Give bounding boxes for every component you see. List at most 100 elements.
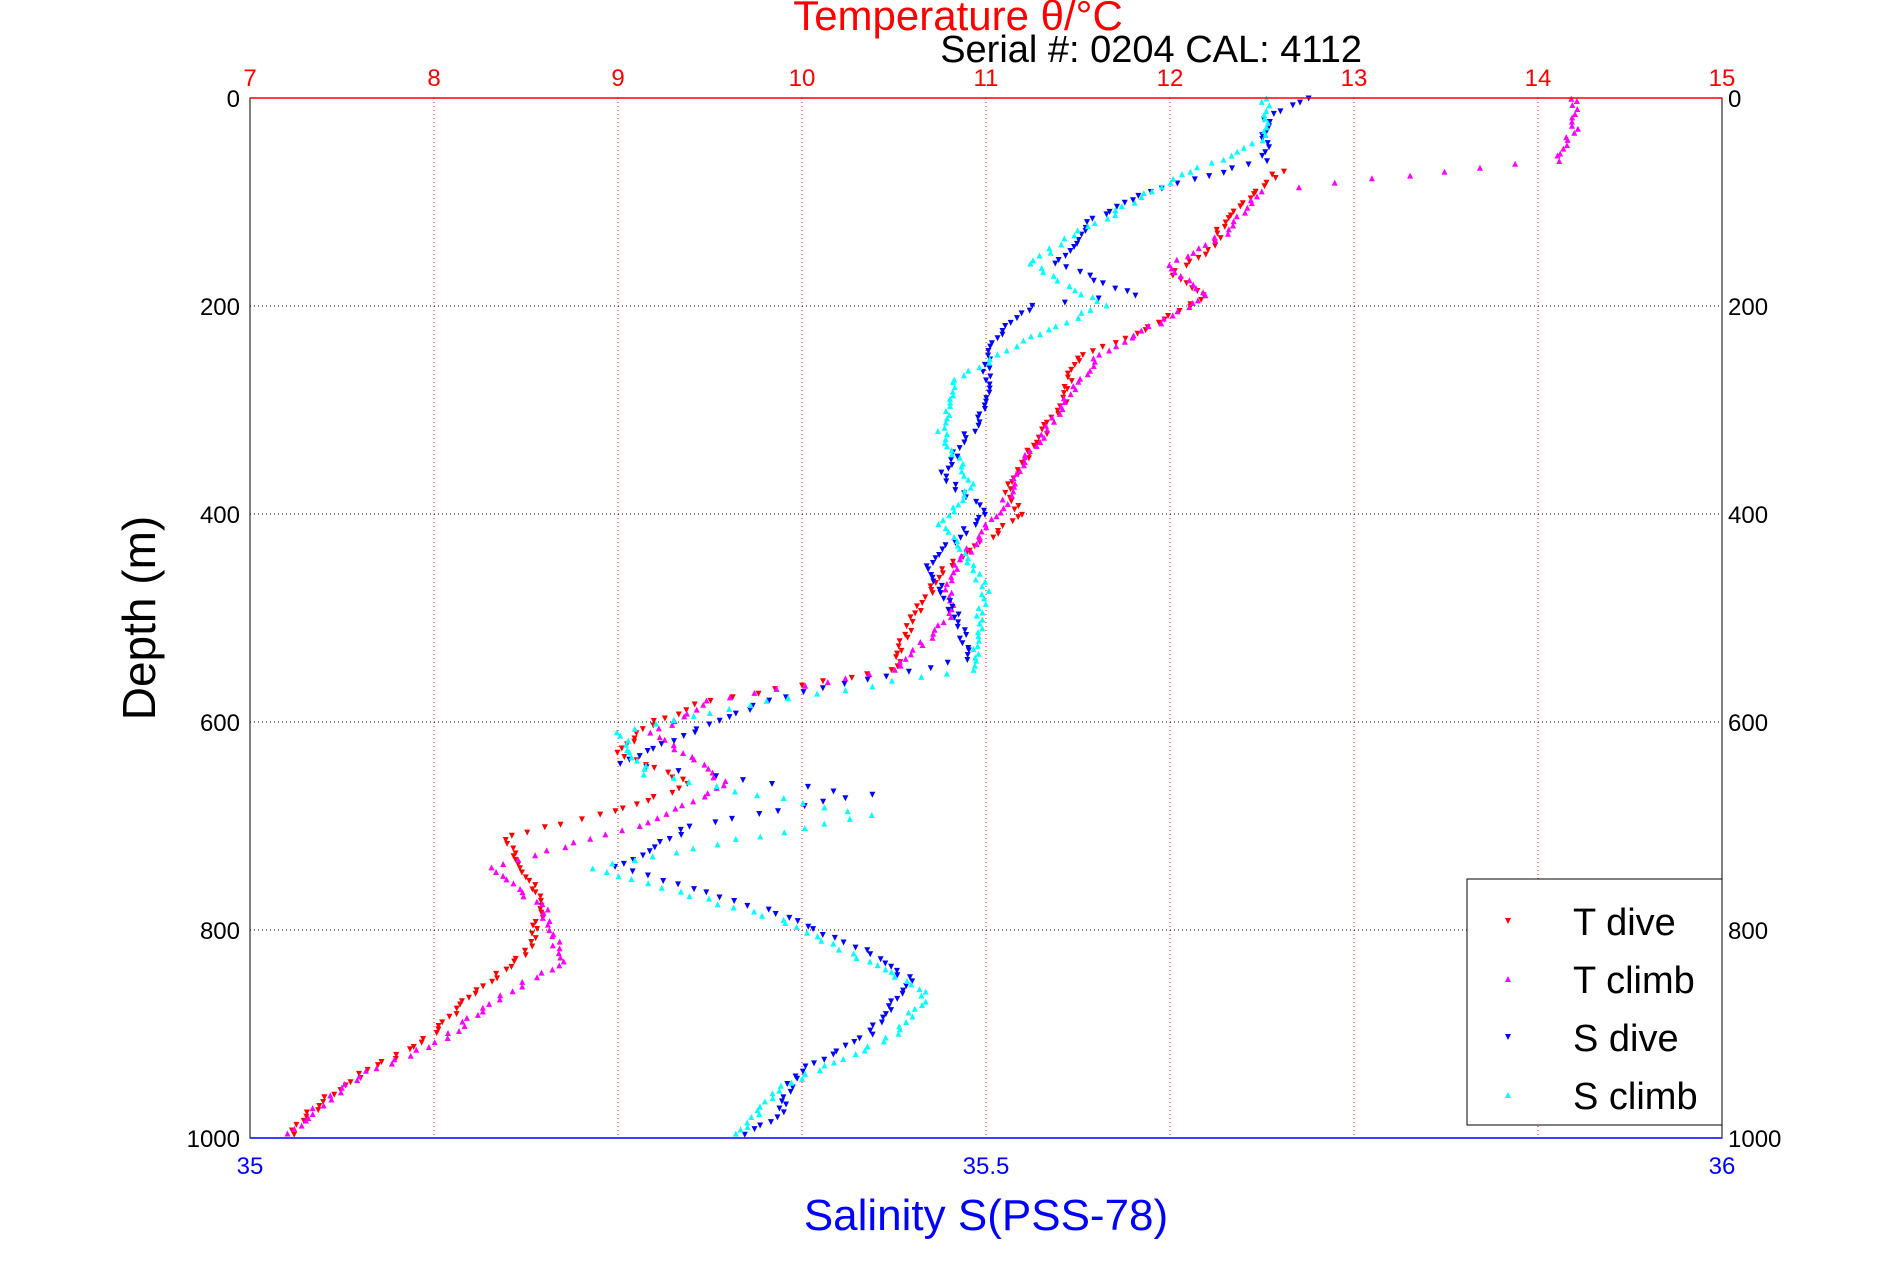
data-point <box>947 399 954 406</box>
data-point <box>1208 159 1215 166</box>
data-point <box>751 1126 758 1133</box>
data-point <box>880 1014 887 1021</box>
data-point <box>896 658 903 665</box>
top-tick-label: 12 <box>1157 65 1184 92</box>
data-point <box>1060 390 1067 397</box>
data-points <box>284 95 1581 1138</box>
data-point <box>976 533 983 540</box>
data-point <box>948 456 955 463</box>
data-point <box>976 419 983 426</box>
data-point <box>894 663 901 670</box>
data-point <box>986 389 993 396</box>
data-point <box>625 737 632 744</box>
data-point <box>1229 222 1236 229</box>
data-point <box>979 625 986 632</box>
data-point <box>937 590 944 597</box>
data-point <box>956 445 963 452</box>
data-point <box>954 453 961 460</box>
data-point <box>652 720 659 727</box>
data-point <box>1563 142 1570 149</box>
data-point <box>928 587 935 594</box>
data-point <box>291 1125 298 1132</box>
data-point <box>362 1067 369 1074</box>
data-point <box>888 667 895 674</box>
y-tick-label-right: 600 <box>1728 710 1768 737</box>
data-point <box>1195 245 1202 252</box>
data-point <box>615 873 622 880</box>
data-point <box>780 1109 787 1116</box>
data-point <box>532 919 539 926</box>
data-point <box>663 810 670 817</box>
data-point <box>1184 253 1191 260</box>
data-point <box>528 939 535 946</box>
data-point <box>639 726 646 733</box>
data-point <box>919 1001 926 1008</box>
data-point <box>769 1095 776 1102</box>
data-point <box>1165 313 1172 320</box>
data-point <box>1089 215 1096 222</box>
data-point <box>726 705 733 712</box>
data-point <box>645 797 652 804</box>
data-point <box>1569 101 1576 108</box>
legend-marker <box>1505 1034 1511 1040</box>
y-tick-label-left: 400 <box>200 502 240 529</box>
data-point <box>985 587 992 594</box>
data-point <box>1113 343 1120 350</box>
data-point <box>1084 223 1091 230</box>
data-point <box>1051 418 1058 425</box>
data-point <box>1009 518 1016 525</box>
data-point <box>1202 292 1209 299</box>
data-point <box>943 473 950 480</box>
data-point <box>942 419 949 426</box>
data-point <box>974 518 981 525</box>
data-point <box>298 1122 305 1129</box>
data-point <box>1112 207 1119 214</box>
data-point <box>556 962 563 969</box>
data-point <box>1441 168 1448 175</box>
data-point <box>673 849 680 856</box>
data-point <box>713 783 720 790</box>
data-point <box>665 769 672 776</box>
data-point <box>1266 119 1273 126</box>
data-point <box>549 933 556 940</box>
data-point <box>557 821 564 828</box>
data-point <box>965 476 972 483</box>
data-point <box>650 794 657 801</box>
data-point <box>1047 249 1054 256</box>
data-point <box>1554 152 1561 159</box>
data-point <box>981 361 988 368</box>
data-point <box>1050 272 1057 279</box>
data-point <box>347 1079 354 1086</box>
data-point <box>929 574 936 581</box>
data-point <box>821 1056 828 1063</box>
data-point <box>948 461 955 468</box>
data-point <box>944 443 951 450</box>
data-point <box>703 697 710 704</box>
data-point <box>1205 246 1212 253</box>
data-point <box>939 570 946 577</box>
data-point <box>967 484 974 491</box>
data-point <box>666 836 673 843</box>
data-point <box>864 676 871 683</box>
data-point <box>894 972 901 979</box>
data-point <box>479 1008 486 1015</box>
data-point <box>981 595 988 602</box>
data-point <box>631 735 638 742</box>
data-point <box>1067 248 1074 255</box>
data-point <box>951 614 958 621</box>
data-point <box>1264 119 1271 126</box>
data-point <box>494 975 501 982</box>
data-point <box>1084 371 1091 378</box>
data-point <box>661 715 668 722</box>
data-point <box>658 884 665 891</box>
data-point <box>445 1030 452 1037</box>
data-point <box>446 1013 453 1020</box>
data-point <box>747 706 754 713</box>
data-point <box>929 590 936 597</box>
data-point <box>1007 319 1014 326</box>
data-point <box>1061 398 1068 405</box>
data-point <box>761 1098 768 1105</box>
data-point <box>453 1005 460 1012</box>
data-point <box>1131 199 1138 206</box>
data-point <box>701 761 708 768</box>
